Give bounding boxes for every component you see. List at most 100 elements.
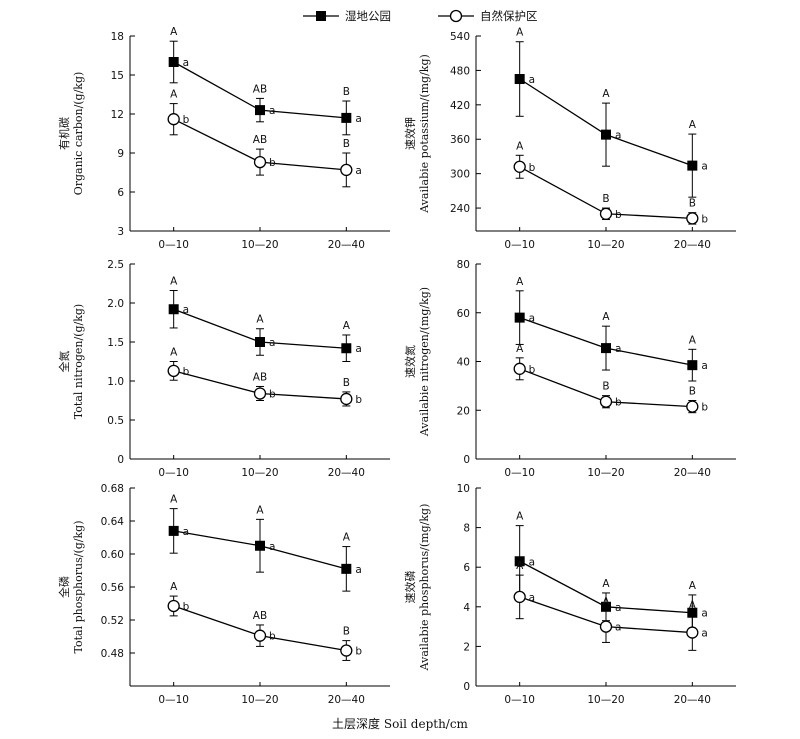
significance-upper: A: [170, 494, 178, 506]
data-point: [599, 620, 613, 633]
significance-upper: AB: [253, 134, 267, 146]
data-point: [340, 644, 353, 657]
y-tick-label: 300: [450, 169, 470, 181]
data-point: [167, 599, 180, 613]
x-tick-label: 0—10: [158, 694, 189, 706]
data-point: [686, 212, 699, 225]
y-tick-label: 2.5: [107, 259, 124, 271]
y-axis-label-en: Total phosphorus/(g/kg): [72, 521, 85, 654]
y-tick-label: 2.0: [107, 298, 124, 310]
significance-lower: b: [269, 631, 276, 643]
significance-upper: A: [602, 311, 610, 323]
significance-lower: a: [355, 165, 361, 177]
significance-lower: a: [355, 564, 361, 576]
significance-upper: A: [343, 320, 351, 332]
y-tick-label: 0.56: [101, 582, 125, 594]
x-tick-label: 20—40: [674, 239, 711, 251]
data-point: [341, 563, 352, 574]
significance-upper: A: [343, 532, 351, 544]
panel-4: 0 20 40 60 80 0—10 10—20 20—40 速效氮 Availabie nitr…: [403, 259, 736, 479]
significance-upper: A: [516, 27, 524, 39]
y-tick-label: 0: [117, 454, 124, 466]
significance-lower: a: [355, 113, 361, 125]
y-tick-label: 80: [457, 259, 470, 271]
data-point: [253, 387, 267, 400]
data-point: [253, 629, 267, 642]
y-tick-label: 0.48: [101, 648, 124, 660]
y-tick-label: 6: [463, 562, 470, 574]
y-tick-label: 4: [463, 602, 470, 614]
y-tick-label: 480: [450, 65, 470, 77]
data-point: [167, 364, 180, 378]
significance-lower: a: [269, 541, 275, 553]
significance-upper: A: [516, 511, 524, 523]
significance-lower: b: [183, 114, 190, 126]
significance-upper: A: [170, 276, 178, 288]
significance-upper: AB: [253, 371, 267, 383]
y-tick-label: 240: [450, 203, 470, 215]
data-point: [167, 113, 180, 126]
significance-upper: B: [602, 193, 609, 205]
significance-lower: a: [529, 313, 535, 325]
significance-upper: A: [689, 600, 697, 612]
y-tick-label: 60: [457, 308, 470, 320]
significance-upper: A: [256, 504, 264, 516]
data-point: [340, 163, 353, 177]
significance-lower: a: [529, 556, 535, 568]
y-tick-label: 18: [111, 31, 124, 43]
significance-upper: A: [170, 26, 178, 38]
significance-upper: B: [689, 198, 696, 210]
data-point: [168, 304, 179, 315]
y-tick-label: 2: [463, 641, 470, 653]
y-tick-label: 0.60: [101, 549, 124, 561]
data-point: [599, 207, 613, 220]
x-tick-label: 20—40: [328, 694, 365, 706]
x-axis-title: 土层深度 Soil depth/cm: [332, 716, 469, 731]
data-point: [514, 74, 525, 85]
significance-upper: A: [602, 596, 610, 608]
y-axis-label-cn: 全磷: [57, 576, 71, 598]
legend-marker-wetland-park: [316, 11, 326, 21]
significance-lower: b: [355, 646, 362, 658]
data-point: [601, 129, 611, 140]
data-point: [513, 590, 526, 604]
significance-upper: A: [516, 560, 524, 572]
data-point: [514, 556, 525, 567]
data-point: [513, 160, 526, 173]
significance-lower: a: [701, 628, 707, 640]
significance-lower: b: [183, 601, 190, 613]
y-axis-label-cn: 有机碳: [57, 117, 71, 150]
legend-label-nature-reserve: 自然保护区: [480, 9, 538, 23]
y-tick-label: 0.64: [101, 516, 125, 528]
y-axis-label-en: Availabie nitrogen/(mg/kg): [418, 287, 431, 437]
significance-lower: a: [183, 304, 189, 316]
significance-upper: A: [170, 89, 178, 101]
data-point: [168, 57, 179, 67]
significance-lower: a: [269, 337, 275, 349]
y-axis-label-cn: 速效氮: [403, 345, 417, 378]
legend-label-wetland-park: 湿地公园: [345, 9, 391, 23]
data-point: [513, 362, 526, 375]
significance-lower: a: [529, 592, 535, 604]
significance-lower: a: [183, 526, 189, 538]
y-axis-label-en: Availabie phosphorus/(mg/kg): [418, 504, 431, 672]
data-point: [687, 360, 698, 371]
data-point: [255, 105, 265, 116]
data-point: [601, 601, 611, 612]
y-tick-label: 540: [450, 31, 470, 43]
y-tick-label: 12: [111, 109, 124, 121]
data-point: [514, 312, 525, 323]
significance-lower: a: [701, 608, 707, 620]
x-tick-label: 0—10: [504, 239, 535, 251]
y-axis-label-en: Total nitrogen/(g/kg): [72, 304, 85, 419]
y-tick-label: 9: [117, 148, 124, 160]
y-tick-label: 6: [117, 187, 124, 199]
significance-lower: b: [529, 364, 536, 376]
significance-upper: B: [343, 86, 350, 98]
y-axis-label-cn: 速效钾: [403, 117, 417, 150]
y-tick-label: 1.0: [107, 376, 124, 388]
significance-upper: B: [343, 138, 350, 150]
significance-lower: b: [615, 209, 622, 221]
